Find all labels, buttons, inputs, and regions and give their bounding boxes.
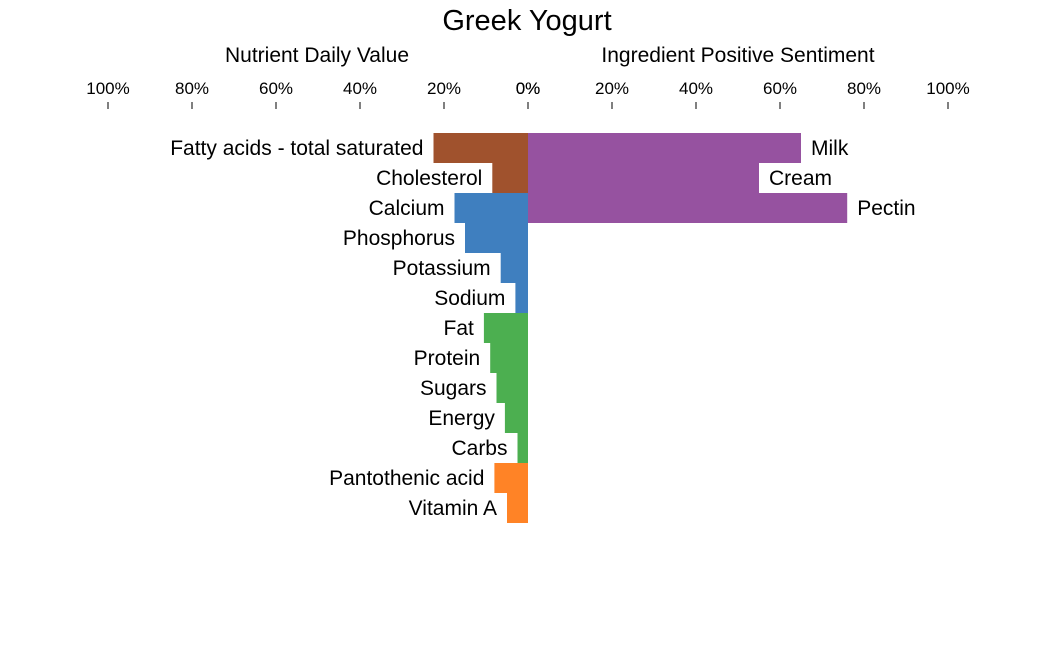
bar-milk <box>528 133 801 163</box>
right-tick-label: 60% <box>763 79 797 98</box>
right-bars: Milk Cream Pectin <box>528 133 916 223</box>
right-axis: 0% 20% 40% 60% 80% 100% <box>516 79 970 109</box>
right-tick-label: 20% <box>595 79 629 98</box>
bar-label-sodium: Sodium <box>434 287 505 310</box>
bar-potassium <box>500 253 528 283</box>
bar-label-vitamin-a: Vitamin A <box>409 497 497 520</box>
bar-label-phosphorus: Phosphorus <box>343 227 455 250</box>
bar-label-milk: Milk <box>811 137 849 160</box>
bar-label-fatty-acids-total-saturated: Fatty acids - total saturated <box>170 137 423 160</box>
left-tick-label: 80% <box>175 79 209 98</box>
bar-calcium <box>454 193 528 223</box>
bar-carbs <box>517 433 528 463</box>
left-tick-label: 100% <box>86 79 129 98</box>
right-tick-label: 0% <box>516 79 541 98</box>
chart-title: Greek Yogurt <box>442 5 611 37</box>
bar-label-sugars: Sugars <box>420 377 487 400</box>
bar-energy <box>504 403 528 433</box>
bar-label-cholesterol: Cholesterol <box>376 167 482 190</box>
bar-sodium <box>515 283 528 313</box>
bar-label-calcium: Calcium <box>369 197 445 220</box>
bar-label-pantothenic-acid: Pantothenic acid <box>329 467 484 490</box>
bar-label-energy: Energy <box>428 407 495 430</box>
bar-fatty-acids-total-saturated <box>433 133 528 163</box>
left-panel-title: Nutrient Daily Value <box>225 44 409 67</box>
right-tick-label: 40% <box>679 79 713 98</box>
left-bars: Fatty acids - total saturated Cholesterol… <box>170 133 528 523</box>
bar-cream <box>528 163 759 193</box>
bar-label-fat: Fat <box>444 317 475 340</box>
right-tick-label: 100% <box>926 79 969 98</box>
bar-label-potassium: Potassium <box>393 257 491 280</box>
right-tick-label: 80% <box>847 79 881 98</box>
left-tick-label: 60% <box>259 79 293 98</box>
bar-vitamin-a <box>507 493 528 523</box>
bar-fat <box>483 313 528 343</box>
left-tick-label: 20% <box>427 79 461 98</box>
bar-phosphorus <box>465 223 528 253</box>
bar-pantothenic-acid <box>494 463 528 493</box>
right-panel-title: Ingredient Positive Sentiment <box>601 44 874 67</box>
bar-cholesterol <box>492 163 528 193</box>
bar-label-pectin: Pectin <box>857 197 915 220</box>
bar-label-protein: Protein <box>414 347 481 370</box>
bar-protein <box>490 343 528 373</box>
bar-label-cream: Cream <box>769 167 832 190</box>
left-tick-label: 40% <box>343 79 377 98</box>
left-tick-label: 0% <box>516 79 541 98</box>
left-axis: 100% 80% 60% 40% 20% 0% <box>86 79 540 109</box>
bar-pectin <box>528 193 848 223</box>
bar-label-carbs: Carbs <box>451 437 507 460</box>
bar-sugars <box>496 373 528 403</box>
